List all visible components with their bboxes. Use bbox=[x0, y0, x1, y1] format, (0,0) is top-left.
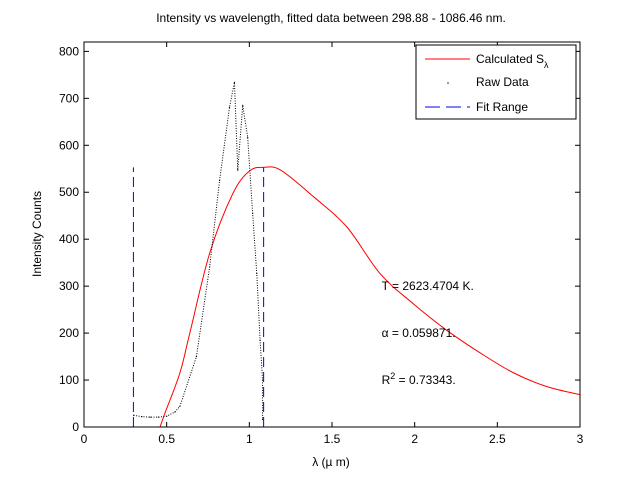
x-tick-label: 0 bbox=[81, 432, 88, 446]
y-axis-label: Intensity Counts bbox=[30, 191, 44, 277]
annotation: T = 2623.4704 K. bbox=[382, 279, 474, 293]
x-tick-label: 2.5 bbox=[489, 432, 506, 446]
legend-box bbox=[415, 44, 577, 120]
y-tick-label: 500 bbox=[59, 185, 79, 199]
annotation: R2 = 0.73343. bbox=[382, 371, 456, 387]
x-tick-label: 0.5 bbox=[158, 432, 175, 446]
y-tick-label: 200 bbox=[59, 326, 79, 340]
y-tick-label: 300 bbox=[59, 279, 79, 293]
x-tick-label: 2 bbox=[411, 432, 418, 446]
chart-title: Intensity vs wavelength, fitted data bet… bbox=[156, 11, 506, 25]
raw-data-point bbox=[179, 405, 181, 407]
raw-data-point bbox=[195, 355, 198, 358]
raw-data-point bbox=[133, 414, 135, 416]
raw-data-point bbox=[261, 418, 264, 421]
y-tick-label: 600 bbox=[59, 138, 79, 152]
raw-data-point bbox=[242, 104, 244, 106]
raw-data-point bbox=[149, 416, 151, 418]
raw-data-line bbox=[133, 82, 264, 420]
y-tick-label: 700 bbox=[59, 91, 79, 105]
legend-label: Fit Range bbox=[476, 100, 528, 114]
raw-data-point bbox=[157, 416, 159, 418]
series-group bbox=[132, 81, 580, 427]
x-tick-label: 3 bbox=[577, 432, 584, 446]
raw-data-point bbox=[261, 379, 264, 381]
raw-data-point bbox=[256, 272, 258, 275]
raw-data-point bbox=[141, 416, 143, 418]
plot-area: 0 0.5 1 1.5 2 2.5 3 0 100 200 300 400 500 600 700 800 T … bbox=[59, 41, 584, 446]
y-tick-label: 400 bbox=[59, 232, 79, 246]
y-tick-label: 100 bbox=[59, 373, 79, 387]
raw-data-point bbox=[233, 81, 236, 83]
raw-data-point bbox=[218, 179, 221, 182]
legend: Calculated Sλ Raw Data Fit Range bbox=[415, 44, 577, 120]
legend-swatch-dot bbox=[447, 82, 449, 84]
x-axis-label: λ (µ m) bbox=[312, 455, 350, 469]
raw-data-point bbox=[252, 212, 254, 214]
raw-data-point bbox=[228, 106, 231, 108]
raw-data-point bbox=[237, 169, 239, 171]
legend-subscript: λ bbox=[544, 60, 549, 70]
legend-label: Calculated Sλ bbox=[476, 52, 549, 70]
raw-data-point bbox=[247, 136, 249, 138]
y-tick-label: 0 bbox=[72, 420, 79, 434]
raw-data-point bbox=[259, 339, 261, 341]
y-tick-label: 800 bbox=[59, 44, 79, 58]
raw-data-point bbox=[174, 411, 176, 413]
annotation-text: = 0.73343. bbox=[395, 373, 455, 387]
annotation: α = 0.059871. bbox=[382, 326, 456, 340]
annotation-prefix: R bbox=[382, 373, 391, 387]
calculated-curve bbox=[159, 166, 580, 427]
x-tick-label: 1.5 bbox=[324, 432, 341, 446]
annotation-superscript: 2 bbox=[390, 371, 395, 381]
x-tick-label: 1 bbox=[246, 432, 253, 446]
raw-data-point bbox=[166, 415, 168, 417]
legend-label: Raw Data bbox=[476, 75, 529, 89]
raw-data-point bbox=[209, 266, 211, 268]
